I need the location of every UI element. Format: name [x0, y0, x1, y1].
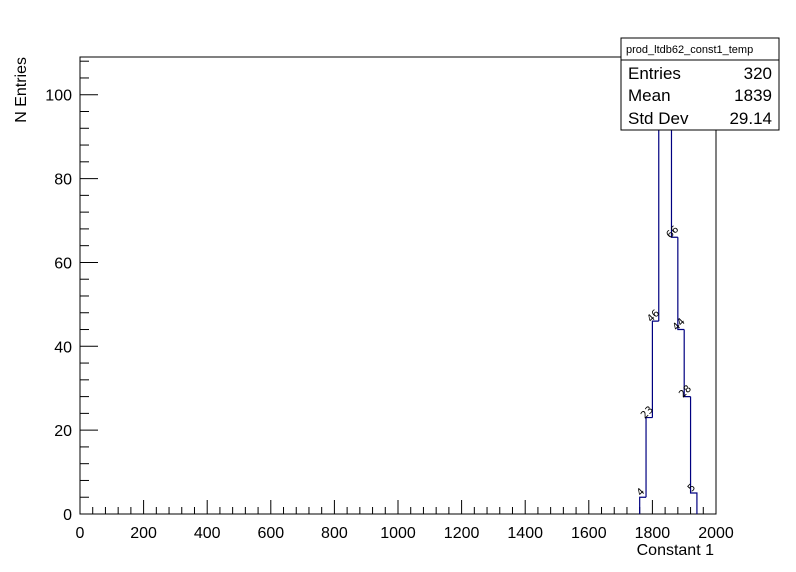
histogram-bin [683, 329, 691, 398]
y-tick-label: 80 [54, 172, 72, 189]
stats-entries-label: Entries [628, 64, 681, 83]
x-tick-label: 800 [321, 525, 348, 542]
stats-title: prod_ltdb62_const1_temp [626, 44, 753, 56]
x-tick-label: 400 [194, 525, 221, 542]
stats-box: prod_ltdb62_const1_temp Entries 320 Mean… [620, 37, 780, 131]
bin-value-label: 46 [645, 308, 662, 325]
histogram-bin [639, 496, 647, 514]
stats-mean-value: 1839 [734, 86, 772, 105]
y-tick-label: 100 [45, 88, 72, 105]
y-tick-label: 60 [54, 255, 72, 272]
stats-entries-value: 320 [744, 64, 772, 83]
stats-body-box [620, 59, 780, 131]
y-axis-title: N Entries [13, 57, 30, 123]
y-tick-label: 0 [63, 507, 72, 524]
x-tick-label: 1200 [444, 525, 480, 542]
stats-mean-label: Mean [628, 86, 671, 105]
histogram-bin [689, 396, 698, 514]
axis-ticks-group: 0 200 400 600 800 1000 1200 1400 1600 1800 2000 0 20… [45, 60, 734, 542]
bin-value-label: 44 [671, 316, 688, 333]
stats-stddev-label: Std Dev [628, 109, 689, 128]
y-tick-label: 40 [54, 339, 72, 356]
x-tick-label: 1600 [571, 525, 607, 542]
x-tick-label: 2000 [698, 525, 734, 542]
bin-value-label: 28 [677, 383, 694, 400]
x-tick-label: 200 [130, 525, 157, 542]
histogram-bin [645, 416, 653, 498]
x-tick-label: 600 [257, 525, 284, 542]
stats-stddev-value: 29.14 [729, 109, 772, 128]
x-axis-title: Constant 1 [637, 542, 714, 559]
x-tick-label: 0 [76, 525, 85, 542]
x-tick-label: 1400 [507, 525, 543, 542]
x-tick-label: 1000 [380, 525, 416, 542]
x-tick-label: 1800 [635, 525, 671, 542]
histogram-group [639, 77, 698, 514]
bin-value-label: 23 [639, 404, 656, 421]
histogram-bin [677, 237, 685, 331]
bin-value-label: 66 [665, 224, 682, 241]
histogram-bin [670, 77, 678, 238]
y-tick-label: 20 [54, 423, 72, 440]
histogram-bin [651, 320, 659, 418]
